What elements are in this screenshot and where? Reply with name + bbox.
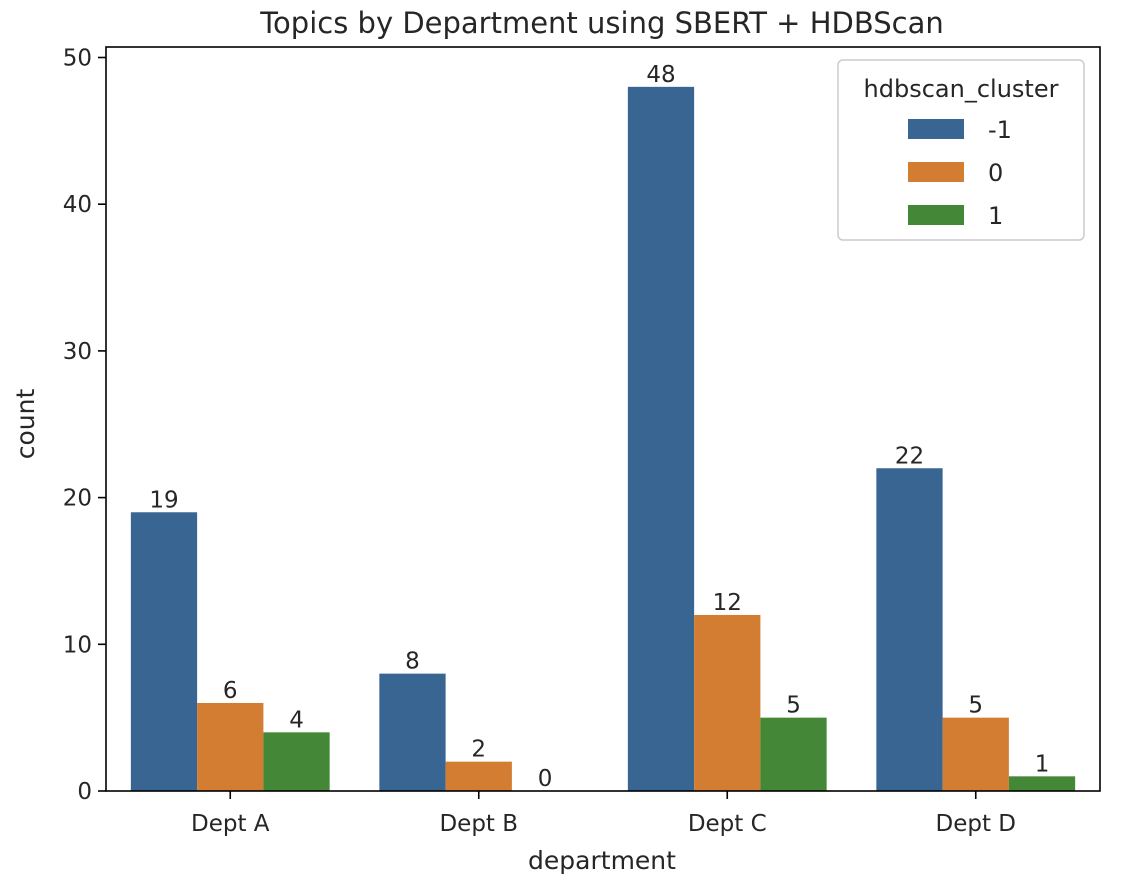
data-label: 1 — [1035, 751, 1050, 777]
legend: hdbscan_cluster -1 0 1 — [837, 59, 1085, 241]
bar-dept-b-cluster-0 — [445, 761, 512, 791]
legend-entry-label: -1 — [988, 116, 1012, 144]
legend-swatch--1 — [908, 119, 964, 139]
chart-title: Topics by Department using SBERT + HDBSc… — [259, 6, 943, 40]
legend-title: hdbscan_cluster — [864, 75, 1059, 103]
data-label: 5 — [968, 693, 983, 719]
bar-dept-d-cluster-0 — [942, 717, 1009, 791]
data-label: 48 — [646, 62, 675, 88]
legend-swatch-1 — [908, 205, 964, 225]
data-label: 5 — [786, 693, 801, 719]
bar-dept-a-cluster-0 — [197, 702, 264, 791]
y-tick-label: 10 — [63, 632, 92, 658]
x-tick-label: Dept A — [191, 811, 270, 837]
y-axis-label: count — [11, 389, 40, 460]
bar-dept-a-cluster-1 — [263, 732, 330, 791]
y-tick-label: 0 — [77, 779, 92, 805]
x-axis-label: department — [528, 846, 676, 875]
plot-frame — [105, 46, 1101, 792]
data-label: 12 — [713, 590, 742, 616]
data-label: 22 — [895, 443, 924, 469]
legend-entry-label: 1 — [988, 202, 1003, 230]
y-tick-label: 40 — [63, 192, 92, 218]
y-tick-label: 50 — [63, 46, 92, 72]
legend-entry-label: 0 — [988, 159, 1003, 187]
bar-dept-b-cluster--1 — [379, 673, 446, 791]
bar-dept-c-cluster-1 — [760, 717, 827, 791]
x-tick-label: Dept D — [936, 811, 1017, 837]
data-label: 4 — [289, 707, 304, 733]
data-label: 6 — [223, 678, 238, 704]
bar-dept-c-cluster--1 — [627, 86, 695, 792]
legend-swatch-0 — [908, 162, 964, 182]
data-label: 19 — [149, 487, 178, 513]
data-label: 2 — [471, 737, 486, 763]
bar-dept-d-cluster--1 — [876, 468, 943, 791]
data-label: 8 — [405, 649, 420, 675]
bar-dept-a-cluster--1 — [130, 512, 198, 791]
y-tick-label: 30 — [63, 339, 92, 365]
y-tick-label: 20 — [63, 486, 92, 512]
x-tick-label: Dept B — [439, 811, 518, 837]
bar-dept-c-cluster-0 — [694, 614, 761, 791]
bar-dept-d-cluster-1 — [1008, 776, 1076, 791]
legend-box — [837, 59, 1085, 241]
data-label: 0 — [538, 766, 553, 792]
x-tick-label: Dept C — [688, 811, 767, 837]
